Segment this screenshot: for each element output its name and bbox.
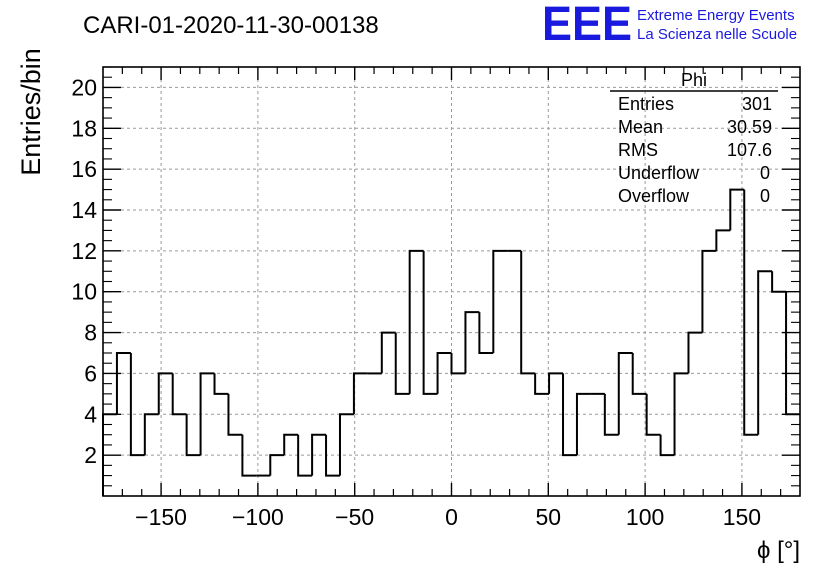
plot-frame xyxy=(102,66,801,497)
histogram-bin xyxy=(771,271,787,293)
histogram-bin xyxy=(701,249,717,333)
histogram-bin xyxy=(408,249,424,394)
histogram-bin xyxy=(478,312,494,354)
x-axis-label: ϕ [°] xyxy=(757,537,800,564)
histogram-bin xyxy=(199,372,215,456)
histogram-bin xyxy=(227,393,243,436)
histogram-bin xyxy=(687,331,703,374)
eee-logo: EEE Extreme Energy Events La Scienza nel… xyxy=(542,0,797,51)
y-tick-label: 14 xyxy=(71,197,97,223)
axis-ticks xyxy=(103,66,800,496)
histogram-bin xyxy=(283,433,299,456)
histogram-bin xyxy=(715,229,731,251)
stats-title: Phi xyxy=(681,70,707,90)
x-tick-labels: −150 −100 −50 0 50 100 150 xyxy=(135,504,761,530)
y-tick-label: 20 xyxy=(71,74,97,100)
histogram-series xyxy=(102,188,800,496)
stats-label-entries: Entries xyxy=(618,94,674,114)
stats-value-overflow: 0 xyxy=(760,186,770,206)
stats-label-underflow: Underflow xyxy=(618,163,700,183)
histogram-bin xyxy=(450,353,466,375)
stats-label-rms: RMS xyxy=(618,140,658,160)
logo-line-2: La Scienza nelle Scuole xyxy=(637,26,797,43)
eee-logo-mark: EEE xyxy=(542,0,632,51)
histogram-bin xyxy=(603,393,619,436)
grid-lines xyxy=(103,67,800,496)
histogram-bin xyxy=(352,372,368,415)
y-tick-label: 12 xyxy=(71,238,97,264)
histogram-bin xyxy=(743,189,759,436)
histogram-bin xyxy=(422,250,438,395)
stats-label-mean: Mean xyxy=(618,117,663,137)
histogram-bin xyxy=(325,434,340,477)
histogram-bin xyxy=(575,392,591,456)
histogram-bin xyxy=(115,352,131,415)
stats-value-rms: 107.6 xyxy=(727,140,772,160)
histogram-bin xyxy=(757,270,773,435)
histogram-bin xyxy=(520,250,536,375)
y-tick-label: 6 xyxy=(84,360,97,386)
y-tick-label: 16 xyxy=(71,156,97,182)
stats-value-entries: 301 xyxy=(742,94,772,114)
histogram-bin xyxy=(492,249,508,353)
x-tick-label: 0 xyxy=(445,504,458,530)
histogram-bin xyxy=(297,434,313,477)
histogram-bin xyxy=(617,352,633,435)
histogram-bin xyxy=(659,434,675,457)
histogram-bin xyxy=(394,332,410,395)
histogram-bin xyxy=(729,188,745,231)
stats-label-overflow: Overflow xyxy=(618,186,690,206)
y-tick-label: 18 xyxy=(71,115,97,141)
histogram-bin xyxy=(631,353,647,395)
x-tick-label: 150 xyxy=(723,504,761,530)
x-tick-label: 100 xyxy=(626,504,664,530)
x-tick-label: −100 xyxy=(232,504,284,530)
histogram-bin xyxy=(311,433,327,476)
histogram-bin xyxy=(269,454,285,476)
histogram-bin xyxy=(436,352,452,394)
stats-value-mean: 30.59 xyxy=(727,117,772,137)
histogram-bin xyxy=(185,414,201,457)
histogram-bin xyxy=(338,413,354,476)
histogram-bin xyxy=(171,373,187,416)
x-tick-label: −150 xyxy=(135,504,187,530)
y-axis-label: Entries/bin xyxy=(16,48,46,176)
histogram-bin xyxy=(562,373,577,457)
stats-box: Phi Entries 301 Mean 30.59 RMS 107.6 Und… xyxy=(610,70,778,206)
chart-title: CARI-01-2020-11-30-00138 xyxy=(83,12,379,39)
y-tick-label: 10 xyxy=(71,279,97,305)
histogram-bin xyxy=(464,311,480,374)
y-tick-label: 8 xyxy=(84,320,97,346)
histogram-bin xyxy=(143,413,159,456)
histogram-bin xyxy=(241,434,257,477)
x-tick-label: 50 xyxy=(536,504,562,530)
y-tick-labels: 2 4 6 8 10 12 14 16 18 20 xyxy=(71,74,97,468)
y-tick-label: 2 xyxy=(84,442,97,468)
stats-value-underflow: 0 xyxy=(760,163,770,183)
histogram-bin xyxy=(380,331,396,374)
histogram-bin xyxy=(548,372,564,394)
histogram-bin xyxy=(534,373,550,395)
histogram-bin xyxy=(157,372,173,415)
histogram-bin xyxy=(645,393,661,436)
histogram-bin xyxy=(673,372,689,456)
histogram-bin xyxy=(213,373,229,395)
histogram-bin xyxy=(129,353,145,457)
logo-line-1: Extreme Energy Events xyxy=(637,7,795,24)
y-tick-label: 4 xyxy=(84,401,97,427)
x-tick-label: −50 xyxy=(335,504,374,530)
